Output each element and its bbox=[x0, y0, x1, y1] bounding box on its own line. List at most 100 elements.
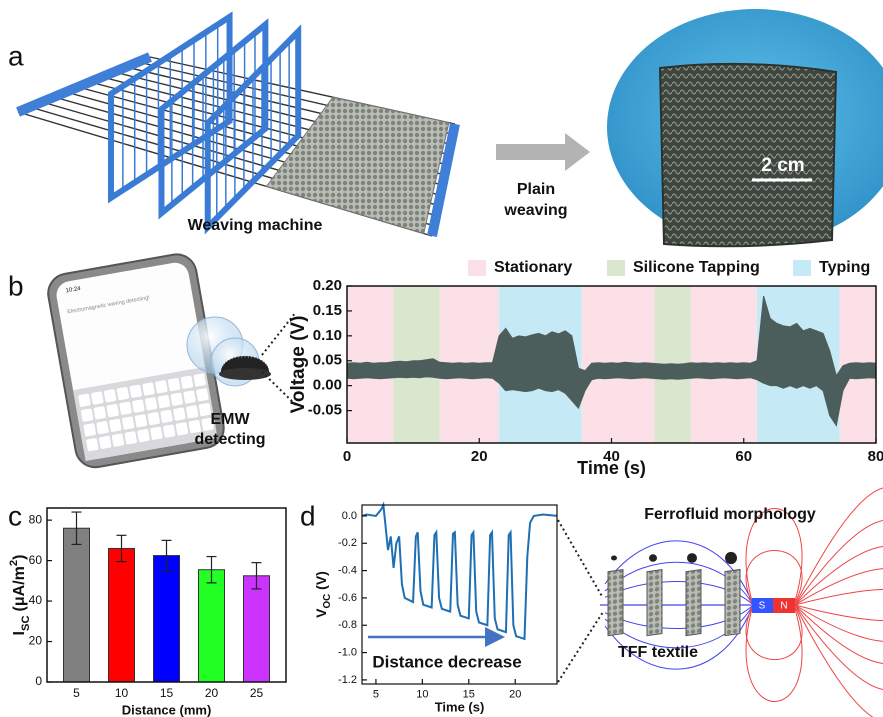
textile-block bbox=[608, 570, 623, 636]
y-axis-label: VOC(V) bbox=[313, 571, 333, 618]
panel-label: c bbox=[8, 500, 22, 531]
field-line bbox=[746, 609, 802, 702]
legend-swatch bbox=[607, 260, 625, 276]
key bbox=[176, 422, 189, 436]
process-label: Plain bbox=[517, 181, 555, 198]
textile-block bbox=[647, 570, 662, 636]
figure: a b c d Weaving machine Plain weaving 2 … bbox=[0, 0, 883, 717]
key bbox=[83, 423, 96, 437]
y-tick-label: 0.05 bbox=[313, 352, 342, 369]
key bbox=[142, 382, 155, 396]
x-tick-label: 5 bbox=[373, 689, 379, 701]
key bbox=[163, 424, 176, 438]
x-tick-label: 10 bbox=[416, 689, 428, 701]
key bbox=[137, 429, 150, 443]
key bbox=[193, 373, 206, 387]
key bbox=[147, 412, 160, 426]
y-tick-label: -0.6 bbox=[338, 592, 357, 604]
key bbox=[96, 421, 109, 435]
bar bbox=[109, 548, 135, 682]
x-tick-label: 20 bbox=[205, 686, 219, 700]
ferrofluid-drop bbox=[725, 552, 737, 564]
signal-line bbox=[362, 505, 557, 639]
textile-block bbox=[725, 569, 740, 635]
key bbox=[170, 392, 183, 406]
x-axis-label: Distance (mm) bbox=[122, 702, 212, 717]
pole-label: N bbox=[780, 601, 787, 612]
device-label: EMW bbox=[210, 411, 250, 428]
key bbox=[183, 390, 196, 404]
diagram-label: Ferrofluid morphology bbox=[644, 506, 816, 523]
zoom-line bbox=[558, 612, 603, 682]
y-tick-label: 80 bbox=[29, 512, 43, 526]
key bbox=[157, 395, 170, 409]
y-tick-label: -1.0 bbox=[338, 646, 357, 658]
field-line bbox=[795, 605, 883, 664]
key bbox=[93, 406, 106, 420]
key bbox=[111, 433, 124, 447]
key bbox=[124, 431, 137, 445]
key bbox=[134, 414, 147, 428]
key bbox=[81, 408, 94, 422]
x-tick-label: 80 bbox=[868, 448, 883, 465]
x-tick-label: 25 bbox=[250, 686, 264, 700]
zoom-line bbox=[558, 520, 603, 598]
y-tick-label: 40 bbox=[29, 593, 43, 607]
key bbox=[160, 409, 173, 423]
x-axis-label: Time (s) bbox=[577, 458, 646, 478]
textile-sample bbox=[660, 64, 836, 246]
bar bbox=[244, 576, 270, 682]
legend-swatch bbox=[793, 260, 811, 276]
ferrofluid-drop bbox=[687, 553, 697, 563]
key bbox=[132, 399, 145, 413]
y-tick-label: -0.4 bbox=[338, 564, 357, 576]
y-axis-label-part: (μA/m bbox=[11, 566, 28, 611]
panel-label: b bbox=[8, 270, 24, 301]
key bbox=[78, 393, 91, 407]
field-line bbox=[746, 607, 802, 659]
y-axis-label-part: SC bbox=[20, 615, 32, 631]
key bbox=[104, 389, 117, 403]
textile-block bbox=[686, 570, 701, 636]
key bbox=[186, 405, 199, 419]
y-axis-label-part: (V) bbox=[313, 571, 329, 590]
y-tick-label: -0.05 bbox=[308, 402, 342, 419]
scale-bar-label: 2 cm bbox=[761, 155, 804, 176]
y-tick-label: 0.10 bbox=[313, 327, 342, 344]
y-tick-label: 0.0 bbox=[342, 510, 357, 522]
x-tick-label: 15 bbox=[160, 686, 174, 700]
panel-label: a bbox=[8, 40, 24, 71]
key bbox=[173, 407, 186, 421]
field-line bbox=[795, 605, 883, 717]
key bbox=[129, 384, 142, 398]
key bbox=[122, 416, 135, 430]
y-tick-label: 0.15 bbox=[313, 302, 342, 319]
process-label: weaving bbox=[503, 202, 567, 219]
y-tick-label: 0 bbox=[35, 674, 42, 688]
key bbox=[91, 391, 104, 405]
process-arrow bbox=[496, 133, 590, 171]
key bbox=[116, 387, 129, 401]
y-axis-label: Voltage (V) bbox=[288, 316, 309, 414]
y-tick-label: -0.2 bbox=[338, 537, 357, 549]
x-tick-label: 0 bbox=[343, 448, 351, 465]
key bbox=[86, 438, 99, 452]
page: {"panel_labels": ["a", "b", "c", "d"], "… bbox=[0, 0, 883, 717]
field-line bbox=[746, 550, 802, 602]
x-tick-label: 20 bbox=[509, 689, 521, 701]
key bbox=[99, 436, 112, 450]
key bbox=[196, 388, 209, 402]
panel-label: d bbox=[300, 500, 316, 531]
pole-label: S bbox=[759, 601, 766, 612]
x-axis-label: Time (s) bbox=[435, 699, 485, 714]
annotation: Distance decrease bbox=[372, 652, 521, 671]
bar bbox=[154, 556, 180, 682]
diagram-label: TFF textile bbox=[618, 644, 698, 661]
key bbox=[168, 378, 181, 392]
field-line bbox=[795, 547, 883, 606]
key bbox=[145, 397, 158, 411]
bar bbox=[199, 570, 225, 682]
x-tick-label: 20 bbox=[471, 448, 488, 465]
key bbox=[109, 418, 122, 432]
y-axis-label-part: ) bbox=[11, 555, 28, 560]
